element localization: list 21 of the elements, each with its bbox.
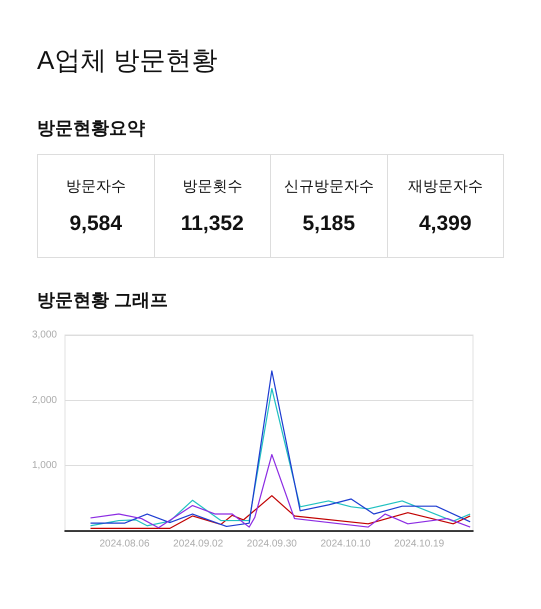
x-tick-label: 2024.09.30	[246, 538, 298, 550]
text: 11,352	[180, 212, 244, 234]
y-tick-label: 1,000	[32, 460, 58, 472]
text: 4,399	[418, 212, 472, 234]
x-tick-label: 2024.09.02	[173, 538, 224, 550]
text: 9,584	[69, 212, 122, 234]
chart-title: 방문현황 그래프	[37, 289, 170, 312]
category-label: 신규방문자수	[284, 176, 374, 196]
text: A업체 방문현황	[37, 44, 219, 77]
category-label: 재방문자수	[408, 176, 483, 196]
line-series	[90, 495, 471, 529]
x-tick-label: 2024.10.10	[320, 538, 371, 550]
x-tick-label: 2024.08.06	[99, 538, 150, 550]
x-tick-label: 2024.10.19	[394, 538, 445, 550]
text: 5,185	[302, 212, 356, 234]
y-tick-label: 2,000	[32, 394, 58, 406]
category-label: 방문자수	[66, 176, 126, 196]
text: 방문현황요약	[37, 117, 146, 140]
y-tick-label: 3,000	[32, 330, 58, 340]
line-series	[90, 454, 471, 528]
category-label: 방문횟수	[182, 176, 242, 196]
